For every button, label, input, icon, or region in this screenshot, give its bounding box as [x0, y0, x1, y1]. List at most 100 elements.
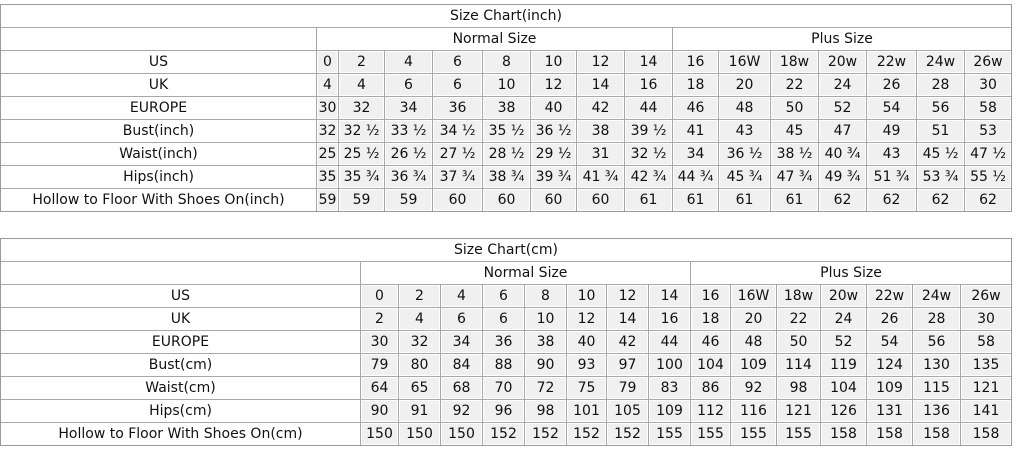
table-row: US 0 2 4 6 8 10 12 14 16 16W 18w 20w 22w 24w 26w [1, 285, 1011, 308]
size-cell: 124 [867, 354, 913, 377]
size-cell: 61 [625, 189, 673, 211]
size-cell: 30 [361, 331, 399, 354]
size-cell: 31 [577, 143, 625, 166]
size-cell: 16W [731, 285, 777, 308]
row-label: US [1, 285, 361, 308]
size-cell: 28 ½ [483, 143, 531, 166]
size-cell: 10 [483, 74, 531, 97]
size-cell: 34 ½ [433, 120, 483, 143]
size-cell: 60 [433, 189, 483, 211]
size-cell: 16 [673, 51, 719, 74]
size-cell: 27 ½ [433, 143, 483, 166]
size-cell: 22w [867, 285, 913, 308]
size-cell: 101 [567, 400, 607, 423]
size-cell: 30 [965, 74, 1011, 97]
size-cell: 36 ½ [531, 120, 577, 143]
size-cell: 84 [441, 354, 483, 377]
size-cell: 14 [625, 51, 673, 74]
size-cell: 79 [361, 354, 399, 377]
size-cell: 10 [567, 285, 607, 308]
size-cell: 20 [719, 74, 771, 97]
size-cell: 45 ½ [917, 143, 965, 166]
size-cell: 150 [361, 423, 399, 445]
size-cell: 26 [867, 74, 917, 97]
size-cell: 155 [731, 423, 777, 445]
table-row: UK 4 4 6 6 10 12 14 16 18 20 22 24 26 28 30 [1, 74, 1011, 97]
size-cell: 44 ¾ [673, 166, 719, 189]
table-row: Hollow to Floor With Shoes On(cm) 150 150 1… [1, 423, 1011, 445]
size-cell: 96 [483, 400, 525, 423]
size-cell: 75 [567, 377, 607, 400]
size-cell: 56 [913, 331, 961, 354]
size-cell: 60 [577, 189, 625, 211]
row-label: Bust(inch) [1, 120, 317, 143]
size-cell: 16 [625, 74, 673, 97]
size-cell: 158 [821, 423, 867, 445]
size-cell: 29 ½ [531, 143, 577, 166]
size-cell: 68 [441, 377, 483, 400]
table-row: EUROPE 30 32 34 36 38 40 42 44 46 48 50 52 54 56 58 [1, 331, 1011, 354]
size-cell: 47 ½ [965, 143, 1011, 166]
size-cell: 26 [867, 308, 913, 331]
row-label: Hollow to Floor With Shoes On(cm) [1, 423, 361, 445]
size-cell: 126 [821, 400, 867, 423]
size-chart-cm-table: Size Chart(cm) Normal Size Plus Size US 0 2 4 6… [0, 238, 1012, 446]
size-cell: 44 [625, 97, 673, 120]
row-label: EUROPE [1, 331, 361, 354]
size-cell: 100 [649, 354, 691, 377]
size-cell: 4 [441, 285, 483, 308]
table-row: Hips(cm) 90 91 92 96 98 101 105 109 112 116 121 126 1… [1, 400, 1011, 423]
size-cell: 25 ½ [339, 143, 385, 166]
size-cell: 35 [317, 166, 339, 189]
row-label: US [1, 51, 317, 74]
size-cell: 80 [399, 354, 441, 377]
size-cell: 155 [691, 423, 731, 445]
size-cell: 2 [361, 308, 399, 331]
size-cell: 30 [961, 308, 1011, 331]
size-cell: 41 [673, 120, 719, 143]
title-row: Size Chart(cm) [1, 239, 1011, 262]
group-plus-size: Plus Size [691, 262, 1011, 285]
size-cell: 152 [567, 423, 607, 445]
size-cell: 0 [317, 51, 339, 74]
size-cell: 22w [867, 51, 917, 74]
size-cell: 114 [777, 354, 821, 377]
size-cell: 60 [483, 189, 531, 211]
size-cell: 40 [567, 331, 607, 354]
size-cell: 6 [441, 308, 483, 331]
size-cell: 109 [649, 400, 691, 423]
size-cell: 56 [917, 97, 965, 120]
row-label: UK [1, 74, 317, 97]
size-cell: 72 [525, 377, 567, 400]
size-cell: 36 [433, 97, 483, 120]
table-row: UK 2 4 6 6 10 12 14 16 18 20 22 24 26 28 30 [1, 308, 1011, 331]
size-cell: 42 ¾ [625, 166, 673, 189]
size-cell: 38 ¾ [483, 166, 531, 189]
size-cell: 61 [771, 189, 819, 211]
size-cell: 92 [441, 400, 483, 423]
table-title: Size Chart(cm) [1, 239, 1011, 262]
size-cell: 30 [317, 97, 339, 120]
size-cell: 35 ½ [483, 120, 531, 143]
size-cell: 136 [913, 400, 961, 423]
size-cell: 20 [731, 308, 777, 331]
size-cell: 79 [607, 377, 649, 400]
table-row: EUROPE 30 32 34 36 38 40 42 44 46 48 50 52 54 56 58 [1, 97, 1011, 120]
size-cell: 55 ½ [965, 166, 1011, 189]
size-cell: 4 [339, 74, 385, 97]
size-cell: 46 [673, 97, 719, 120]
size-cell: 24w [917, 51, 965, 74]
table-row: Hips(inch) 35 35 ¾ 36 ¾ 37 ¾ 38 ¾ 39 ¾ 41 ¾ 42 ¾… [1, 166, 1011, 189]
size-cell: 152 [483, 423, 525, 445]
row-label: Hollow to Floor With Shoes On(inch) [1, 189, 317, 211]
size-cell: 38 ½ [771, 143, 819, 166]
table-row: Bust(cm) 79 80 84 88 90 93 97 100 104 109 114 119 124… [1, 354, 1011, 377]
row-label: Bust(cm) [1, 354, 361, 377]
row-label: Hips(inch) [1, 166, 317, 189]
size-cell: 40 ¾ [819, 143, 867, 166]
size-cell: 32 ½ [625, 143, 673, 166]
size-cell: 152 [607, 423, 649, 445]
size-cell: 20w [819, 51, 867, 74]
size-cell: 38 [525, 331, 567, 354]
size-cell: 92 [731, 377, 777, 400]
